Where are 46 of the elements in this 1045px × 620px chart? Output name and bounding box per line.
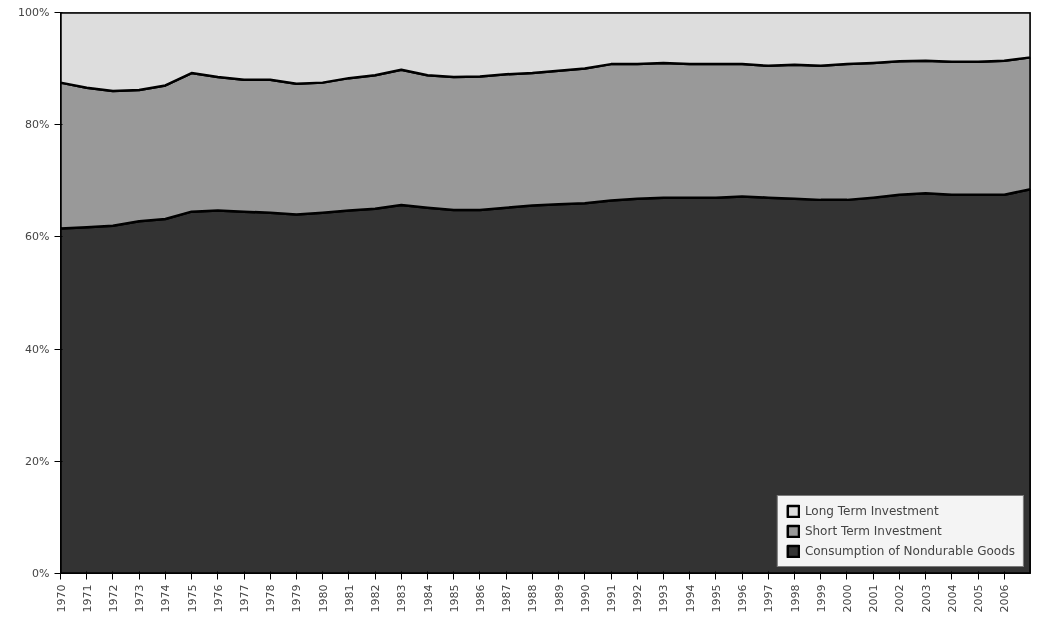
x-tick-label: 1973 — [133, 584, 147, 613]
x-tick-label: 1983 — [395, 584, 409, 613]
x-tick-label: 1978 — [264, 584, 278, 613]
legend-label: Long Term Investment — [804, 504, 939, 518]
x-tick-label: 1984 — [421, 584, 435, 613]
y-tick-label: 0% — [32, 567, 50, 580]
x-tick-label: 1992 — [631, 584, 645, 613]
x-tick-label: 1990 — [578, 584, 592, 613]
x-tick-label: 1985 — [447, 584, 461, 613]
legend-label: Short Term Investment — [804, 524, 942, 538]
x-tick-label: 1976 — [211, 584, 225, 613]
x-tick-label: 1980 — [316, 584, 330, 613]
x-tick-label: 1986 — [473, 584, 487, 613]
x-tick-label: 2000 — [840, 584, 854, 613]
x-tick-label: 1970 — [54, 584, 68, 613]
x-tick-label: 1987 — [500, 584, 514, 613]
x-tick-label: 2003 — [919, 584, 933, 613]
x-tick-label: 1997 — [762, 584, 776, 613]
x-tick-label: 1974 — [159, 584, 173, 613]
y-tick-label: 80% — [25, 118, 50, 132]
x-tick-label: 1991 — [605, 584, 619, 613]
x-tick-label: 2001 — [867, 584, 881, 613]
x-tick-label: 2002 — [893, 584, 907, 613]
y-tick-label: 100% — [18, 6, 50, 19]
x-tick-label: 2006 — [998, 584, 1012, 613]
x-tick-label: 1993 — [657, 584, 671, 613]
y-tick-label: 40% — [25, 342, 50, 356]
x-tick-label: 1998 — [788, 584, 802, 613]
x-tick-label: 1977 — [238, 584, 252, 613]
x-tick-label: 1994 — [683, 584, 697, 613]
x-tick-label: 1982 — [369, 584, 383, 613]
x-tick-label: 1972 — [106, 584, 120, 613]
x-tick-label: 1975 — [185, 584, 199, 613]
x-tick-label: 1979 — [290, 584, 304, 613]
x-tick-label: 1999 — [814, 584, 828, 613]
y-tick-label: 60% — [25, 230, 50, 244]
x-tick-label: 2005 — [972, 584, 986, 613]
x-tick-label: 1989 — [552, 584, 566, 613]
legend-label: Consumption of Nondurable Goods — [804, 544, 1015, 558]
x-tick-label: 1981 — [342, 584, 356, 613]
x-tick-label: 1971 — [80, 584, 94, 613]
y-tick-label: 20% — [25, 454, 50, 468]
x-tick-label: 2004 — [945, 584, 959, 613]
x-tick-label: 1988 — [526, 584, 540, 613]
x-tick-label: 1996 — [736, 584, 750, 613]
x-tick-label: 1995 — [709, 584, 723, 613]
